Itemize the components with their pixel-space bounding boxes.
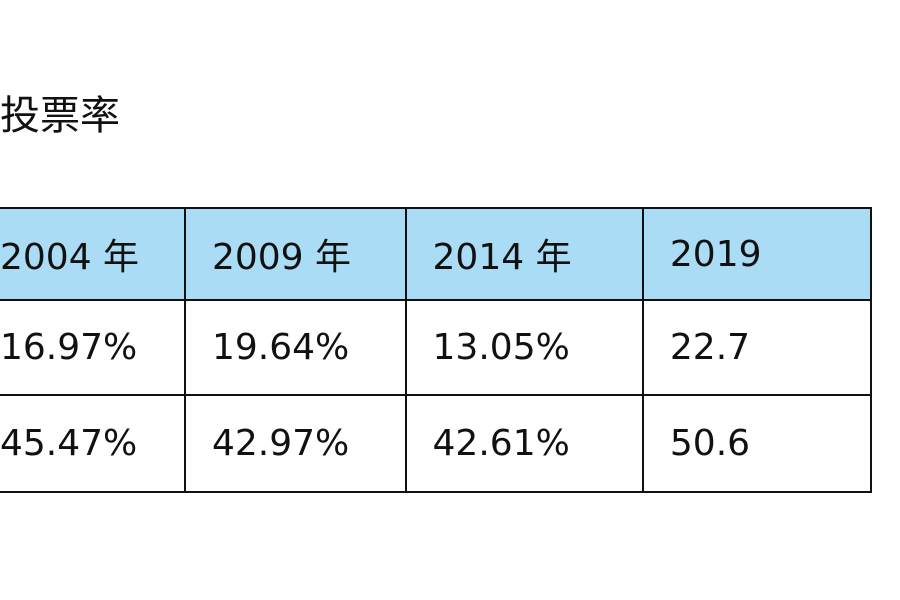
cell: 50.6 <box>641 394 873 493</box>
cell: 45.47% <box>0 394 186 493</box>
cell: 16.97% <box>0 299 186 396</box>
header-cell: 2014 年 <box>404 207 644 301</box>
cell: 42.61% <box>404 394 644 493</box>
cell: 22.7 <box>641 299 873 396</box>
table: 2004 年 2009 年 2014 年 2019 16.97% 19.64% … <box>0 207 873 493</box>
title: 投票率 <box>0 93 120 139</box>
header-cell: 2009 年 <box>183 207 407 301</box>
cell: 19.64% <box>183 299 407 396</box>
table-row: 45.47% 42.97% 42.61% 50.6 <box>0 394 873 493</box>
cell: 13.05% <box>404 299 644 396</box>
table-row: 16.97% 19.64% 13.05% 22.7 <box>0 299 873 396</box>
header-cell: 2004 年 <box>0 207 186 301</box>
cell: 42.97% <box>183 394 407 493</box>
header-cell: 2019 <box>641 207 873 301</box>
header-row: 2004 年 2009 年 2014 年 2019 <box>0 207 873 301</box>
